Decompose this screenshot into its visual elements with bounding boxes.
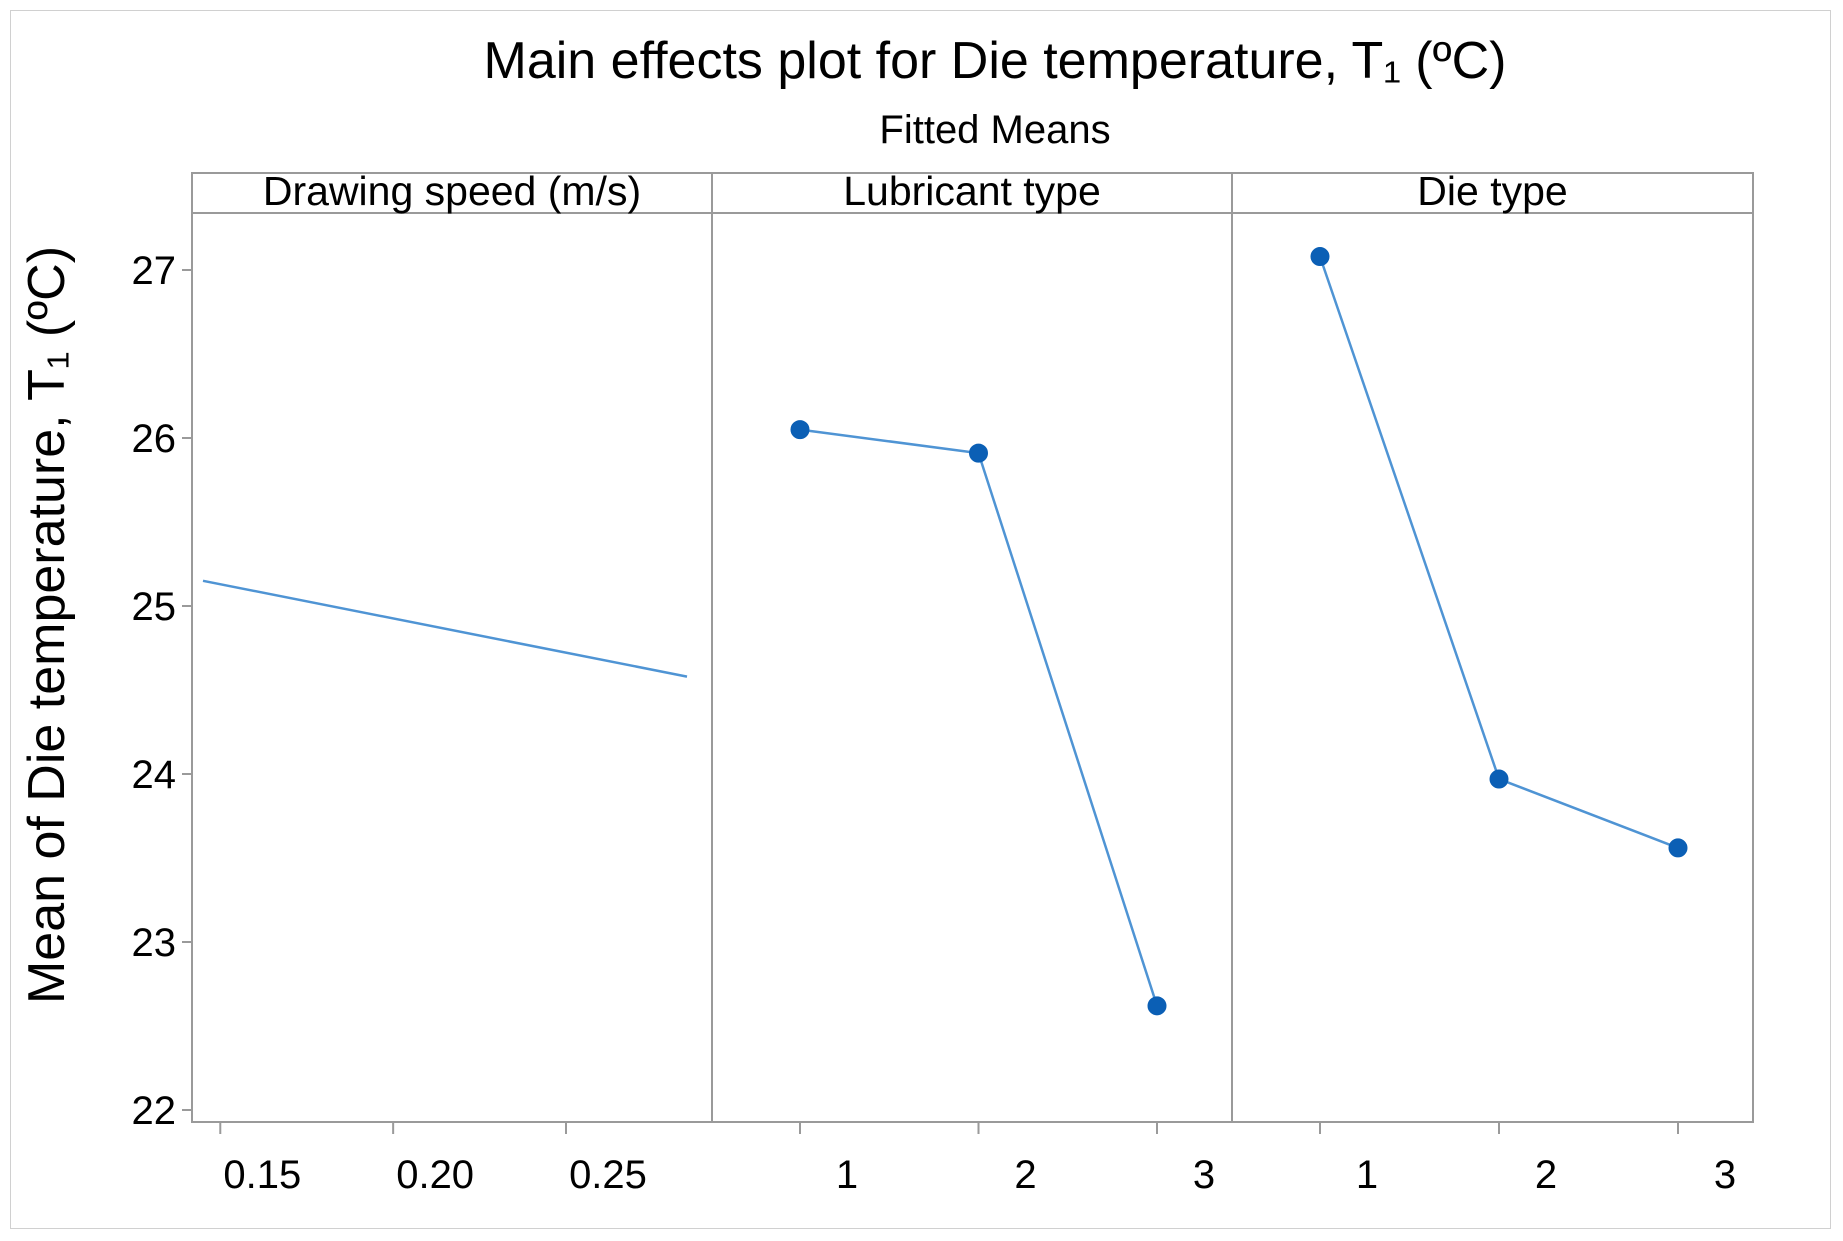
x-tick-label: 3 bbox=[1714, 1153, 1736, 1197]
data-point bbox=[1147, 996, 1167, 1016]
data-point bbox=[790, 420, 810, 440]
x-tick-label: 0.25 bbox=[569, 1153, 647, 1197]
series-line bbox=[202, 579, 688, 678]
y-tick-label: 24 bbox=[132, 753, 177, 797]
x-tick-label: 1 bbox=[1356, 1153, 1378, 1197]
y-tick-label: 27 bbox=[132, 249, 177, 293]
x-tick-label: 3 bbox=[1193, 1153, 1215, 1197]
series-line bbox=[1318, 256, 1679, 850]
y-tick-label: 25 bbox=[132, 585, 177, 629]
x-tick-label: 2 bbox=[1014, 1153, 1036, 1197]
panel-header: Drawing speed (m/s) bbox=[263, 168, 641, 214]
x-tick-label: 2 bbox=[1535, 1153, 1557, 1197]
data-point bbox=[1668, 838, 1688, 858]
data-point bbox=[1489, 769, 1509, 789]
chart-frame bbox=[10, 10, 1831, 1229]
data-point bbox=[1310, 247, 1330, 267]
plot-border bbox=[191, 172, 1754, 1123]
x-tick-label: 0.15 bbox=[223, 1153, 301, 1197]
y-tick-label: 23 bbox=[132, 921, 177, 965]
panel-header: Die type bbox=[1417, 168, 1567, 214]
chart-title: Main effects plot for Die temperature, T… bbox=[484, 32, 1507, 90]
panel-header: Lubricant type bbox=[843, 168, 1101, 214]
x-tick-label: 1 bbox=[836, 1153, 858, 1197]
y-tick-label: 26 bbox=[132, 417, 177, 461]
y-tick-label: 22 bbox=[132, 1089, 177, 1133]
x-tick-label: 0.20 bbox=[396, 1153, 474, 1197]
data-point bbox=[969, 443, 988, 463]
series-line bbox=[799, 428, 1159, 1007]
y-axis-label: Mean of Die temperature, T₁ (ºC) bbox=[18, 246, 76, 1004]
chart-subtitle: Fitted Means bbox=[879, 108, 1110, 152]
